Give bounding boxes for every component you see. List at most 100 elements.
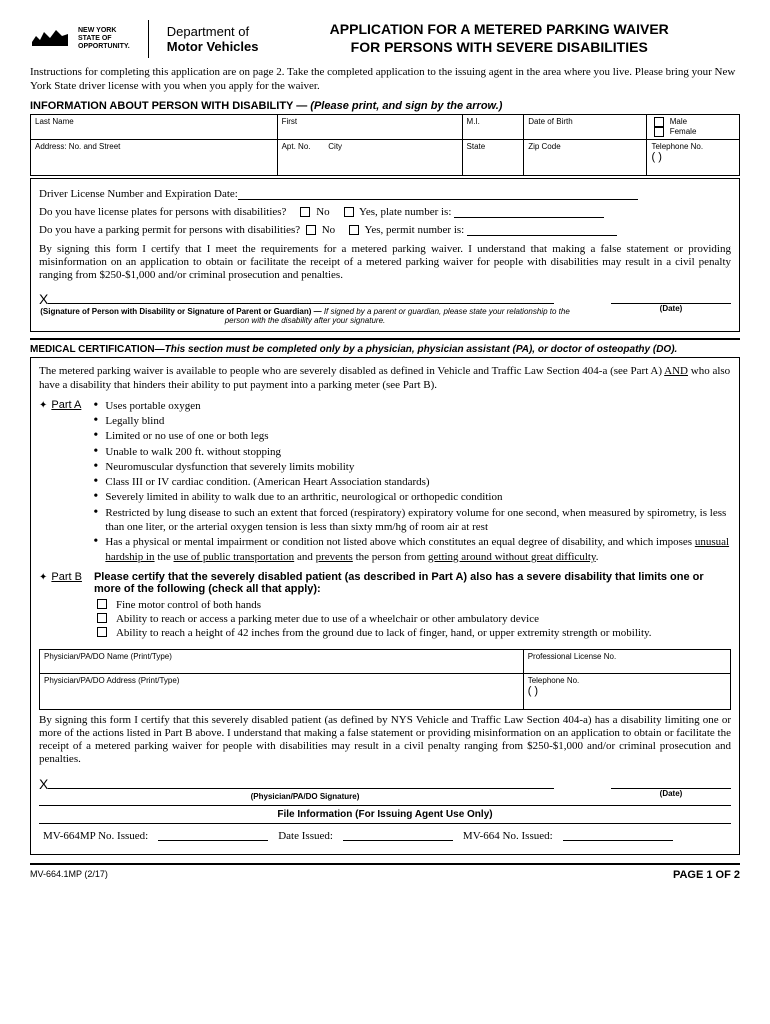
q-plates: Do you have license plates for persons w… — [39, 203, 731, 221]
diamond-icon-b: ✦ — [39, 572, 47, 583]
label-tel: Telephone No. — [651, 142, 703, 151]
field-gender[interactable]: Male Female — [647, 114, 740, 139]
field-phys-address[interactable]: Physician/PA/DO Address (Print/Type) — [40, 673, 524, 709]
nys-state-icon — [30, 24, 70, 54]
nys-line1: NEW YORK — [78, 27, 130, 35]
part-a-item: Limited or no use of one or both legs — [93, 429, 731, 443]
field-phys-tel[interactable]: Telephone No.( ) — [523, 673, 730, 709]
file-f1-line[interactable] — [158, 830, 268, 841]
diamond-icon: ✦ — [39, 400, 47, 411]
nys-text: NEW YORK STATE OF OPPORTUNITY. — [78, 27, 130, 50]
part-b-row: ✦ Part B Please certify that the severely… — [39, 571, 731, 641]
field-address[interactable]: Address: No. and Street — [31, 139, 278, 175]
plate-number-line[interactable] — [454, 207, 604, 218]
part-a-item: Severely limited in ability to walk due … — [93, 490, 731, 504]
permit-number-line[interactable] — [467, 225, 617, 236]
field-telephone[interactable]: Telephone No.( ) — [647, 139, 740, 175]
physician-date[interactable]: (Date) — [611, 775, 731, 801]
page-number: PAGE 1 OF 2 — [673, 869, 740, 881]
sig-x-mark-2: X — [39, 776, 48, 792]
part-a-item: Neuromuscular dysfunction that severely … — [93, 460, 731, 474]
file-f3-line[interactable] — [563, 830, 673, 841]
part-a-conditions: Uses portable oxygenLegally blindLimited… — [93, 399, 731, 565]
field-first-name[interactable]: First — [277, 114, 462, 139]
q-permit-text: Do you have a parking permit for persons… — [39, 224, 300, 236]
med-head-text: MEDICAL CERTIFICATION— — [30, 344, 165, 355]
title-line1: APPLICATION FOR A METERED PARKING WAIVER — [258, 20, 740, 38]
label-no2: No — [322, 224, 335, 236]
part-b-label: Part B — [51, 571, 82, 583]
checkbox-partb[interactable] — [97, 599, 107, 609]
section1-heading-text: INFORMATION ABOUT PERSON WITH DISABILITY… — [30, 100, 307, 112]
part-a-item: Uses portable oxygen — [93, 399, 731, 413]
field-dob[interactable]: Date of Birth — [524, 114, 647, 139]
sig-label-bold: (Signature of Person with Disability or … — [40, 307, 321, 316]
part-b-item: Fine motor control of both hands — [94, 599, 731, 611]
section1-heading-em: (Please print, and sign by the arrow.) — [307, 100, 502, 112]
part-b-label-col: ✦ Part B — [39, 571, 82, 641]
field-phys-name[interactable]: Physician/PA/DO Name (Print/Type) — [40, 649, 524, 673]
phys-tel-paren: ( ) — [528, 685, 538, 697]
checkbox-permit-no[interactable] — [306, 225, 316, 235]
checkbox-plates-yes[interactable] — [344, 207, 354, 217]
section1-heading: INFORMATION ABOUT PERSON WITH DISABILITY… — [30, 100, 740, 112]
sig-label: (Signature of Person with Disability or … — [39, 307, 571, 325]
checkbox-partb[interactable] — [97, 627, 107, 637]
nys-line2: STATE OF — [78, 35, 130, 43]
part-b-intro: Please certify that the severely disable… — [94, 571, 731, 595]
file-info-row: MV-664MP No. Issued: Date Issued: MV-664… — [39, 824, 731, 848]
intro-a: The metered parking waiver is available … — [39, 365, 664, 377]
medical-cert-box: The metered parking waiver is available … — [30, 357, 740, 855]
part-a-item: Class III or IV cardiac condition. (Amer… — [93, 475, 731, 489]
field-zip[interactable]: Zip Code — [524, 139, 647, 175]
label-apt: Apt. No. — [282, 142, 311, 151]
applicant-signature[interactable]: X (Signature of Person with Disability o… — [39, 290, 571, 325]
dl-input-line[interactable] — [238, 189, 638, 200]
section2-certification: By signing this form I certify that this… — [39, 714, 731, 767]
checkbox-female[interactable] — [654, 127, 664, 137]
section2-heading: MEDICAL CERTIFICATION—This section must … — [30, 344, 740, 355]
checkbox-plates-no[interactable] — [300, 207, 310, 217]
label-no: No — [316, 206, 329, 218]
field-state[interactable]: State — [462, 139, 524, 175]
section1-certification: By signing this form I certify that I me… — [39, 243, 731, 283]
checkbox-male[interactable] — [654, 117, 664, 127]
med-intro: The metered parking waiver is available … — [39, 364, 731, 393]
title-line2: FOR PERSONS WITH SEVERE DISABILITIES — [258, 38, 740, 56]
applicant-date[interactable]: (Date) — [611, 290, 731, 325]
part-a-item: Unable to walk 200 ft. without stopping — [93, 445, 731, 459]
med-head-em: This section must be completed only by a… — [165, 344, 678, 355]
tel-paren: ( ) — [651, 151, 661, 163]
q-dl-text: Driver License Number and Expiration Dat… — [39, 188, 238, 200]
nys-line3: OPPORTUNITY. — [78, 43, 130, 51]
file-f2: Date Issued: — [278, 830, 333, 842]
part-b-items: Fine motor control of both hands Ability … — [94, 599, 731, 639]
label-city: City — [328, 142, 342, 151]
form-title: APPLICATION FOR A METERED PARKING WAIVER… — [258, 20, 740, 56]
file-f2-line[interactable] — [343, 830, 453, 841]
checkbox-permit-yes[interactable] — [349, 225, 359, 235]
file-info-heading: File Information (For Issuing Agent Use … — [39, 805, 731, 824]
person-info-table: Last Name First M.I. Date of Birth Male … — [30, 114, 740, 176]
phys-sig-label: (Physician/PA/DO Signature) — [39, 792, 571, 801]
page-footer: MV-664.1MP (2/17) PAGE 1 OF 2 — [30, 863, 740, 881]
physician-signature[interactable]: X (Physician/PA/DO Signature) — [39, 775, 571, 801]
form-number: MV-664.1MP (2/17) — [30, 869, 108, 881]
dept-line2: Motor Vehicles — [167, 39, 259, 54]
q-driver-license: Driver License Number and Expiration Dat… — [39, 185, 731, 203]
part-b-item: Ability to reach or access a parking met… — [94, 613, 731, 625]
phys-date-label: (Date) — [611, 789, 731, 798]
field-apt-city[interactable]: Apt. No. City — [277, 139, 462, 175]
section2-signature-row: X (Physician/PA/DO Signature) (Date) — [39, 775, 731, 801]
label-male: Male — [670, 117, 687, 126]
sig-x-mark: X — [39, 291, 48, 307]
part-a-row: ✦Part A Uses portable oxygenLegally blin… — [39, 399, 731, 565]
file-f1: MV-664MP No. Issued: — [43, 830, 148, 842]
q-plates-yes-text: Yes, plate number is: — [359, 206, 451, 218]
field-prof-license[interactable]: Professional License No. — [523, 649, 730, 673]
date-label: (Date) — [611, 304, 731, 313]
checkbox-partb[interactable] — [97, 613, 107, 623]
part-b-item: Ability to reach a height of 42 inches f… — [94, 627, 731, 639]
field-mi[interactable]: M.I. — [462, 114, 524, 139]
field-last-name[interactable]: Last Name — [31, 114, 278, 139]
